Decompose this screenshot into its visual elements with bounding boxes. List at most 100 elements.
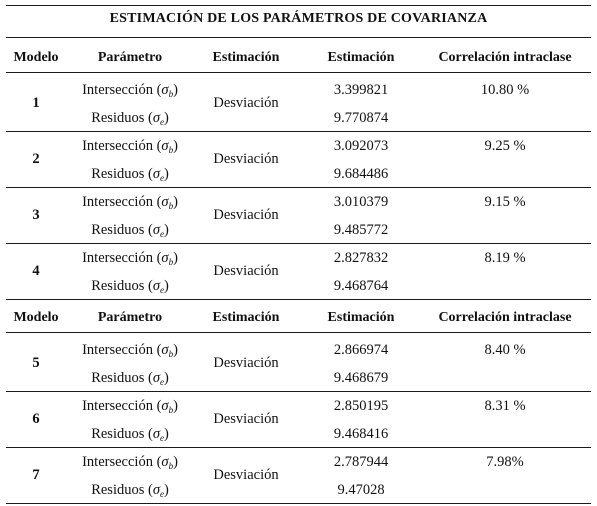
- sigma-subscript: e: [159, 377, 164, 387]
- header-estimacion-tipo: Estimación: [212, 50, 280, 65]
- title-rule: [6, 37, 591, 38]
- header-estimacion-tipo: Estimación: [212, 310, 280, 325]
- sigma-symbol: σ: [152, 482, 160, 498]
- residual-value: 9.684486: [333, 166, 389, 182]
- icc-value: 10.80 %: [480, 82, 530, 98]
- param-interseccion: Intersección (σb): [82, 138, 178, 155]
- param-residuos: Residuos (σe): [91, 426, 169, 443]
- sigma-subscript: b: [168, 145, 174, 155]
- icc-value: 8.31 %: [484, 398, 526, 414]
- estimation-type: Desviación: [213, 207, 279, 223]
- icc-value: 7.98%: [486, 454, 524, 470]
- intercept-value: 3.092073: [333, 138, 389, 154]
- param-interseccion: Intersección (σb): [82, 454, 178, 471]
- residual-value: 9.468679: [333, 370, 389, 386]
- sigma-symbol: σ: [161, 398, 169, 414]
- header-modelo: Modelo: [13, 310, 59, 325]
- sigma-symbol: σ: [152, 426, 160, 442]
- sigma-subscript: b: [168, 201, 174, 211]
- sigma-symbol: σ: [161, 250, 169, 266]
- intercept-value: 3.399821: [333, 82, 389, 98]
- residual-value: 9.770874: [333, 110, 389, 126]
- intercept-value: 2.827832: [333, 250, 389, 266]
- model-number: 1: [32, 95, 40, 111]
- estimation-type: Desviación: [213, 467, 279, 483]
- param-residuos: Residuos (σe): [91, 370, 169, 387]
- sigma-subscript: e: [159, 117, 164, 127]
- sigma-symbol: σ: [161, 138, 169, 154]
- header-correlacion-intraclase: Correlación intraclase: [438, 50, 572, 65]
- block-rule: [6, 131, 591, 132]
- param-residuos: Residuos (σe): [91, 110, 169, 127]
- block-rule: [6, 299, 591, 300]
- param-residuos: Residuos (σe): [91, 482, 169, 499]
- model-number: 4: [32, 263, 40, 279]
- model-number: 2: [32, 151, 40, 167]
- residual-value: 9.468416: [333, 426, 389, 442]
- param-interseccion: Intersección (σb): [82, 342, 178, 359]
- table-title: ESTIMACIÓN DE LOS PARÁMETROS DE COVARIAN…: [109, 11, 488, 26]
- intercept-value: 3.010379: [333, 194, 389, 210]
- sigma-subscript: e: [159, 489, 164, 499]
- param-interseccion: Intersección (σb): [82, 194, 178, 211]
- sigma-symbol: σ: [161, 194, 169, 210]
- header-estimacion-valor: Estimación: [327, 310, 395, 325]
- sigma-subscript: b: [168, 461, 174, 471]
- header-estimacion-valor: Estimación: [327, 50, 395, 65]
- block-rule: [6, 187, 591, 188]
- block-rule: [6, 447, 591, 448]
- block-rule: [6, 243, 591, 244]
- sigma-symbol: σ: [152, 110, 160, 126]
- sigma-symbol: σ: [161, 82, 169, 98]
- sigma-symbol: σ: [152, 222, 160, 238]
- estimation-type: Desviación: [213, 95, 279, 111]
- model-number: 5: [32, 355, 40, 371]
- sigma-symbol: σ: [152, 278, 160, 294]
- icc-value: 9.15 %: [484, 194, 526, 210]
- estimation-type: Desviación: [213, 151, 279, 167]
- estimation-type: Desviación: [213, 355, 279, 371]
- icc-value: 9.25 %: [484, 138, 526, 154]
- residual-value: 9.468764: [333, 278, 389, 294]
- sigma-subscript: b: [168, 89, 174, 99]
- icc-value: 8.40 %: [484, 342, 526, 358]
- residual-value: 9.485772: [333, 222, 389, 238]
- param-interseccion: Intersección (σb): [82, 82, 178, 99]
- icc-value: 8.19 %: [484, 250, 526, 266]
- intercept-value: 2.866974: [333, 342, 389, 358]
- top-rule: [6, 5, 591, 6]
- header-rule: [6, 332, 591, 333]
- intercept-value: 2.787944: [333, 454, 389, 470]
- sigma-symbol: σ: [161, 454, 169, 470]
- sigma-subscript: e: [159, 433, 164, 443]
- sigma-subscript: e: [159, 173, 164, 183]
- model-number: 7: [32, 467, 40, 483]
- model-number: 6: [32, 411, 40, 427]
- sigma-symbol: σ: [152, 370, 160, 386]
- sigma-symbol: σ: [161, 342, 169, 358]
- param-residuos: Residuos (σe): [91, 222, 169, 239]
- estimation-type: Desviación: [213, 411, 279, 427]
- sigma-symbol: σ: [152, 166, 160, 182]
- block-rule: [6, 503, 591, 504]
- residual-value: 9.47028: [337, 482, 385, 498]
- header-modelo: Modelo: [13, 50, 59, 65]
- param-residuos: Residuos (σe): [91, 278, 169, 295]
- header-rule: [6, 72, 591, 73]
- sigma-subscript: e: [159, 229, 164, 239]
- block-rule: [6, 391, 591, 392]
- sigma-subscript: b: [168, 405, 174, 415]
- sigma-subscript: b: [168, 349, 174, 359]
- estimation-type: Desviación: [213, 263, 279, 279]
- intercept-value: 2.850195: [333, 398, 389, 414]
- param-interseccion: Intersección (σb): [82, 250, 178, 267]
- model-number: 3: [32, 207, 40, 223]
- param-residuos: Residuos (σe): [91, 166, 169, 183]
- header-correlacion-intraclase: Correlación intraclase: [438, 310, 572, 325]
- sigma-subscript: b: [168, 257, 174, 267]
- header-parametro: Parámetro: [97, 310, 163, 325]
- sigma-subscript: e: [159, 285, 164, 295]
- param-interseccion: Intersección (σb): [82, 398, 178, 415]
- header-parametro: Parámetro: [97, 50, 163, 65]
